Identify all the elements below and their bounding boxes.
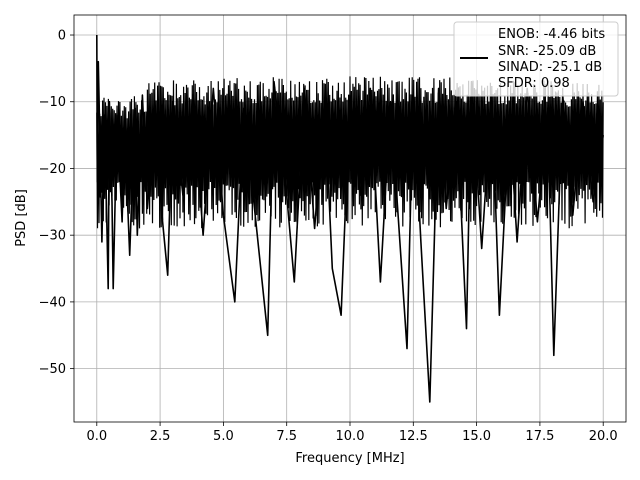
x-tick-label: 12.5 bbox=[399, 429, 428, 444]
legend-sfdr: SFDR: 0.98 bbox=[498, 76, 570, 91]
y-tick-label: −40 bbox=[39, 295, 66, 310]
x-tick-label: 20.0 bbox=[589, 429, 618, 444]
psd-noise-trace bbox=[96, 76, 604, 229]
noise-floor-fill bbox=[96, 76, 604, 229]
x-tick-label: 2.5 bbox=[150, 429, 171, 444]
x-axis-ticks: 0.0 2.5 5.0 7.5 10.0 12.5 15.0 17.5 20.0 bbox=[86, 422, 618, 444]
x-tick-label: 0.0 bbox=[86, 429, 107, 444]
x-tick-label: 5.0 bbox=[213, 429, 234, 444]
x-tick-label: 17.5 bbox=[525, 429, 554, 444]
x-axis-label: Frequency [MHz] bbox=[295, 451, 404, 466]
x-tick-label: 15.0 bbox=[462, 429, 491, 444]
x-tick-label: 7.5 bbox=[276, 429, 297, 444]
y-axis-ticks: 0 −10 −20 −30 −40 −50 bbox=[39, 29, 74, 377]
legend-enob: ENOB: -4.46 bits bbox=[498, 27, 605, 42]
y-tick-label: −10 bbox=[39, 95, 66, 110]
x-tick-label: 10.0 bbox=[336, 429, 365, 444]
legend-snr: SNR: -25.09 dB bbox=[498, 44, 596, 59]
y-tick-label: −20 bbox=[39, 162, 66, 177]
y-tick-label: −30 bbox=[39, 229, 66, 244]
legend-box bbox=[453, 21, 619, 97]
psd-series-line bbox=[96, 34, 604, 403]
legend-sinad: SINAD: -25.1 dB bbox=[498, 60, 602, 75]
y-tick-label: −50 bbox=[39, 362, 66, 377]
legend: ENOB: -4.46 bits SNR: -25.09 dB SINAD: -… bbox=[453, 21, 619, 97]
y-tick-label: 0 bbox=[58, 29, 66, 44]
y-axis-label: PSD [dB] bbox=[14, 189, 29, 247]
